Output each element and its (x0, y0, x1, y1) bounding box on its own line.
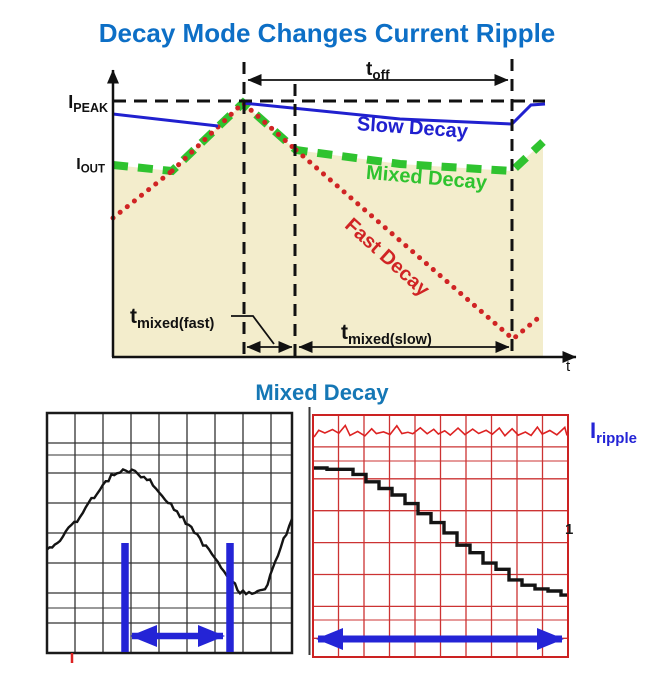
ipeak-label: IPEAK (68, 92, 108, 115)
right-scope-frame (312, 414, 569, 658)
cursor-bar (121, 543, 129, 652)
subtitle: Mixed Decay (255, 380, 389, 405)
iripple-label: Iripple (590, 418, 637, 447)
time-axis-label: t (566, 358, 571, 375)
page-title: Decay Mode Changes Current Ripple (99, 18, 556, 48)
slow-decay-label: Slow Decay (356, 113, 469, 143)
iout-label: IOUT (76, 156, 105, 176)
left-scope-frame (45, 411, 294, 655)
staircase-trace (314, 466, 567, 597)
left-scope-grid (47, 413, 292, 653)
right-scope-content (313, 423, 568, 650)
tmixed-fast-leader-line (231, 315, 275, 345)
channel-1-marker: 1 (565, 521, 573, 538)
slow-decay-prev-cycle (112, 112, 219, 128)
toff-label: toff (366, 59, 390, 83)
ripple-trace (313, 423, 568, 438)
tmixed-slow-label: tmixed(slow) (341, 321, 432, 348)
right-scope-grid (313, 415, 568, 657)
upper-decay-diagram: IPEAK IOUT toff tmixed(fast) tmixed(slow… (68, 59, 577, 375)
left-scope-content (46, 467, 294, 663)
fast-decay-prev-cycle (110, 168, 175, 221)
cursor-bar (226, 543, 234, 652)
right-oscilloscope: 1 (308, 407, 573, 658)
left-scope-trace (46, 467, 294, 596)
left-oscilloscope (45, 411, 294, 663)
tmixed-fast-label: tmixed(fast) (130, 305, 215, 332)
area-under-mixed-decay (113, 103, 543, 357)
